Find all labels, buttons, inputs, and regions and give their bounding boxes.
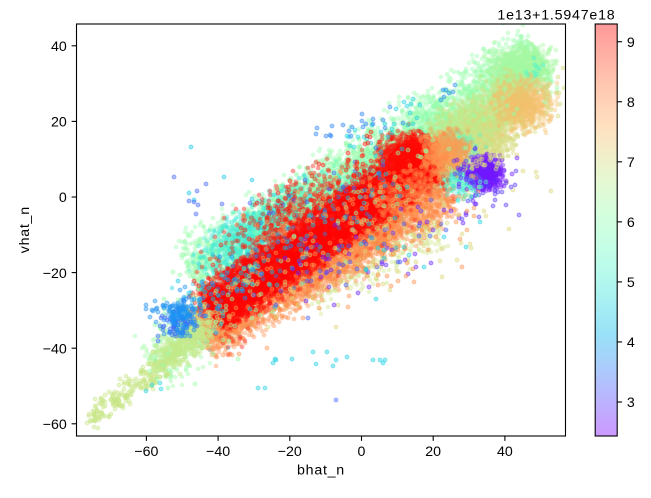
svg-text:8: 8 bbox=[627, 95, 635, 111]
svg-text:40: 40 bbox=[51, 39, 67, 55]
svg-text:7: 7 bbox=[627, 155, 635, 171]
svg-text:3: 3 bbox=[627, 395, 635, 411]
svg-text:−20: −20 bbox=[278, 444, 302, 460]
svg-text:20: 20 bbox=[425, 444, 441, 460]
svg-text:6: 6 bbox=[627, 215, 635, 231]
svg-text:1e13+1.5947e18: 1e13+1.5947e18 bbox=[497, 8, 615, 24]
svg-text:−60: −60 bbox=[43, 417, 67, 433]
svg-text:9: 9 bbox=[627, 35, 635, 51]
svg-text:−20: −20 bbox=[43, 266, 67, 282]
svg-text:−60: −60 bbox=[134, 444, 158, 460]
svg-text:5: 5 bbox=[627, 275, 635, 291]
svg-text:−40: −40 bbox=[43, 341, 67, 357]
svg-text:40: 40 bbox=[497, 444, 513, 460]
svg-text:4: 4 bbox=[627, 335, 635, 351]
svg-text:vhat_n: vhat_n bbox=[17, 206, 33, 253]
svg-text:0: 0 bbox=[59, 190, 67, 206]
svg-text:0: 0 bbox=[358, 444, 366, 460]
svg-text:bhat_n: bhat_n bbox=[297, 462, 345, 478]
svg-text:−40: −40 bbox=[206, 444, 230, 460]
svg-text:20: 20 bbox=[51, 115, 67, 131]
